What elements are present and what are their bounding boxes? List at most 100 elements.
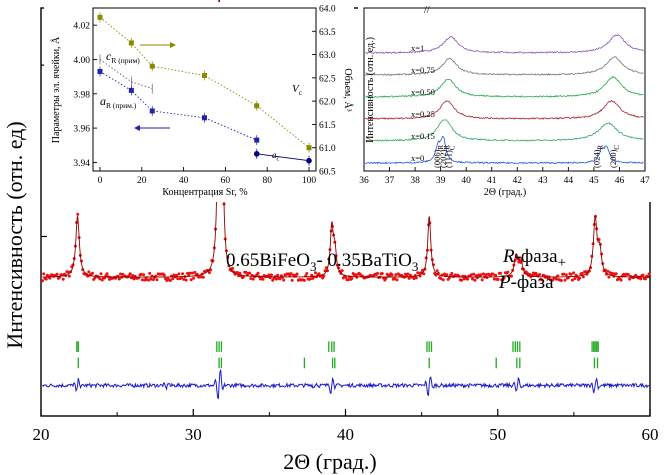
experimental-point	[175, 273, 178, 277]
experimental-point	[244, 270, 248, 274]
label-a-c: ac	[272, 150, 280, 163]
data-point	[306, 157, 312, 164]
inset-left-series	[97, 12, 312, 166]
experimental-point	[207, 271, 211, 275]
inset-left-series-line	[99, 16, 310, 149]
experimental-point	[584, 270, 588, 274]
experimental-point	[119, 272, 122, 276]
experimental-point	[450, 271, 454, 275]
experimental-point	[491, 272, 495, 276]
experimental-point	[171, 277, 175, 281]
inset-left-y-right-tick-label: 63.5	[319, 28, 336, 38]
main-x-tick-label: 40	[337, 425, 354, 444]
experimental-point	[407, 276, 411, 280]
experimental-point	[492, 277, 496, 281]
xrd-curve-label: x=0.15	[411, 131, 435, 141]
experimental-point	[99, 272, 103, 276]
p-phase-label: P-фаза	[498, 272, 554, 293]
experimental-point	[98, 277, 102, 281]
experimental-point	[484, 273, 488, 277]
experimental-point	[278, 277, 282, 281]
experimental-point	[322, 274, 326, 278]
inset-right-peak-labels: (006)R(202)R(111)C (024)R(200)C	[432, 145, 621, 168]
data-point	[202, 115, 207, 121]
experimental-point	[569, 272, 573, 276]
experimental-point	[344, 275, 348, 279]
experimental-point	[295, 272, 299, 276]
calculated-curve	[42, 0, 650, 278]
experimental-point	[480, 278, 484, 282]
experimental-point	[238, 271, 242, 275]
experimental-point	[44, 277, 48, 281]
inset-right-y-axis-label: Интенсивность (отн. ед.)	[365, 37, 376, 143]
bragg-markers	[76, 341, 599, 369]
main-x-tick-label: 20	[33, 425, 50, 444]
experimental-point	[346, 278, 350, 282]
experimental-point	[499, 271, 502, 275]
experimental-point	[614, 272, 618, 276]
experimental-point	[181, 272, 185, 276]
data-point	[253, 151, 260, 157]
xrd-curve	[365, 99, 644, 121]
main-x-tick-label: 60	[642, 425, 659, 444]
experimental-point	[235, 271, 239, 274]
experimental-point	[555, 277, 558, 281]
experimental-point	[421, 268, 424, 272]
axis-arrow-lattice	[134, 125, 170, 131]
experimental-point	[182, 277, 186, 281]
experimental-point	[155, 278, 159, 282]
experimental-point	[148, 271, 152, 275]
inset-right-x-tick-label: 44	[564, 176, 574, 186]
inset-right-x-tick-label: 43	[538, 176, 548, 186]
xrd-curve	[365, 34, 644, 55]
experimental-point	[460, 278, 463, 282]
experimental-point	[376, 271, 379, 275]
inset-right-frame	[363, 7, 646, 172]
inset-left-y-tick-label: 3.98	[73, 90, 90, 100]
experimental-point	[132, 277, 136, 281]
inset-left-y-tick-label: 3.96	[73, 125, 90, 135]
experimental-point	[201, 275, 205, 279]
main-x-tick-label: 50	[489, 425, 506, 444]
inset-left-series-line	[99, 59, 153, 90]
experimental-point	[538, 273, 541, 276]
experimental-point	[143, 278, 147, 282]
experimental-point	[66, 270, 70, 274]
inset-left-x-tick-label: 40	[179, 176, 189, 186]
experimental-point	[404, 272, 407, 276]
inset-left-x-tick-label: 80	[262, 176, 272, 186]
inset-left-series-line	[256, 153, 310, 162]
experimental-point	[406, 272, 410, 276]
experimental-point	[261, 277, 265, 281]
experimental-point	[445, 273, 449, 277]
experimental-point	[290, 278, 294, 282]
experimental-point	[60, 273, 64, 277]
experimental-point	[302, 278, 306, 282]
experimental-point	[249, 277, 253, 280]
experimental-point	[580, 272, 584, 275]
peak-label: (200)C	[608, 145, 621, 168]
inset-left-right-axis-label: Объем, Å³	[342, 68, 354, 111]
experimental-point	[564, 273, 568, 277]
experimental-point	[289, 272, 293, 276]
data-point	[97, 14, 103, 20]
experimental-point	[417, 271, 421, 275]
inset-left-y-right-tick-label: 61.5	[319, 121, 336, 131]
inset-right-ticks: 36 37 38 39 40 41 42 43 44 45 46 47	[359, 167, 650, 186]
experimental-point	[562, 272, 566, 276]
xrd-curve-label: x=0.50	[411, 87, 435, 97]
axis-break-mark: //	[424, 5, 430, 16]
experimental-point	[91, 271, 94, 275]
experimental-point	[176, 277, 180, 281]
compound-formula: 0.65BiFeO3- 0.35BaTiO3	[226, 250, 418, 274]
experimental-point	[67, 274, 71, 278]
inset-xrd-patterns: 36 37 38 39 40 41 42 43 44 45 46 47 x=1 x=0.75 x=0.50…	[358, 2, 658, 202]
experimental-point	[350, 277, 354, 280]
experimental-point	[573, 277, 577, 281]
label-a-r: aR (прим.)	[100, 94, 137, 110]
xrd-curve-label: x=0.25	[411, 109, 435, 119]
inset-lattice-parameters: 0 20 40 60 80 100 3.94 3.96 3.98 4.00 4.02 60.5 61.0…	[44, 2, 354, 202]
experimental-point	[494, 273, 498, 277]
